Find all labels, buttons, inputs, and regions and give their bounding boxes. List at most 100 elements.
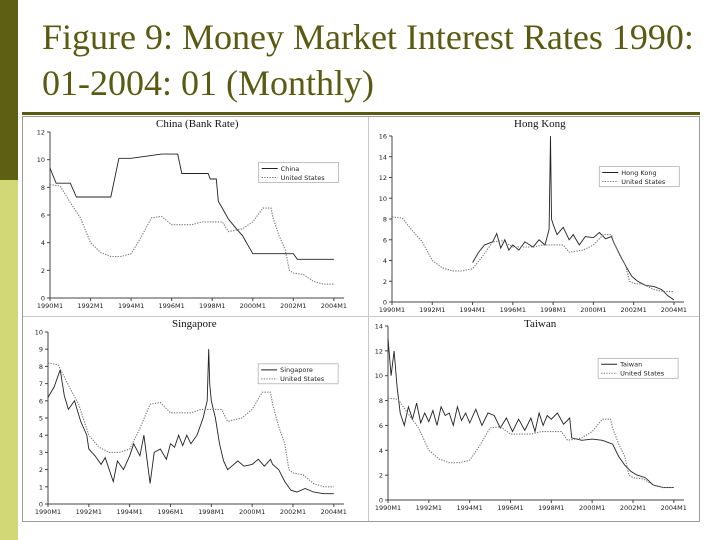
y-tick-label-china: 4 [41, 239, 45, 247]
x-tick-label-china: 1994M1 [118, 302, 144, 310]
legend-label-singapore: United States [280, 375, 325, 383]
y-tick-label-singapore: 5 [39, 415, 43, 423]
x-tick-label-hong-kong: 1998M1 [540, 306, 566, 314]
legend-label-hong-kong: United States [621, 178, 666, 186]
panel-divider-horizontal [22, 316, 700, 317]
x-tick-label-taiwan: 1990M1 [375, 504, 401, 512]
legend-box-singapore [257, 363, 339, 385]
series-line-hong-kong-local [472, 135, 675, 301]
series-line-singapore-local [47, 349, 334, 495]
x-tick-label-taiwan: 2000M1 [579, 504, 605, 512]
x-tick-label-singapore: 2000M1 [239, 508, 265, 516]
y-tick-label-hong-kong: 0 [383, 299, 387, 307]
legend-label-taiwan: United States [620, 370, 665, 378]
series-line-taiwan-united-states [387, 397, 674, 489]
x-tick-label-singapore: 2002M1 [280, 508, 306, 516]
series-line-hong-kong-united-states [391, 216, 674, 293]
y-tick-label-singapore: 7 [39, 380, 43, 388]
x-tick-label-hong-kong: 1992M1 [419, 306, 445, 314]
series-line-singapore-united-states [47, 362, 334, 488]
x-tick-label-singapore: 1994M1 [117, 508, 143, 516]
y-tick-label-taiwan: 2 [379, 472, 383, 480]
y-tick-label-china: 0 [41, 295, 45, 303]
legend-box-hong-kong [598, 166, 680, 187]
y-tick-label-taiwan: 12 [375, 347, 383, 355]
y-tick-label-singapore: 0 [39, 501, 43, 509]
y-tick-label-singapore: 9 [39, 346, 43, 354]
y-tick-label-china: 6 [41, 212, 45, 220]
x-tick-label-singapore: 1996M1 [157, 508, 183, 516]
x-tick-label-china: 1998M1 [199, 302, 225, 310]
x-tick-label-taiwan: 1996M1 [497, 504, 523, 512]
x-tick-label-hong-kong: 2004M1 [661, 306, 687, 314]
y-tick-label-china: 8 [41, 184, 45, 192]
y-tick-label-singapore: 10 [35, 329, 43, 337]
x-tick-label-china: 2004M1 [321, 302, 347, 310]
y-tick-label-china: 12 [37, 129, 45, 137]
series-line-taiwan-local [387, 338, 674, 489]
x-tick-label-china: 2002M1 [280, 302, 306, 310]
x-tick-label-singapore: 2004M1 [321, 508, 347, 516]
chart-title-singapore: Singapore [172, 318, 217, 330]
y-tick-label-hong-kong: 4 [383, 257, 387, 265]
y-tick-label-hong-kong: 6 [383, 236, 387, 244]
chart-title-china: China (Bank Rate) [156, 118, 239, 130]
series-line-china-united-states [49, 184, 334, 285]
x-tick-label-taiwan: 2002M1 [620, 504, 646, 512]
chart-svg-hong-kong: 0 2 4 6 8 10 12 14 16 1990M1 1992M1 1994M1 1996M1 199… [379, 133, 687, 315]
chart-svg-singapore: 0 1 2 3 4 5 6 7 8 9 10 1990M1 1992M1 1994M1 1996M1 1998… [35, 329, 347, 517]
x-tick-label-taiwan: 1992M1 [416, 504, 442, 512]
y-tick-label-china: 10 [37, 156, 45, 164]
x-tick-label-singapore: 1998M1 [198, 508, 224, 516]
panel-divider-vertical [368, 116, 369, 522]
y-tick-label-hong-kong: 12 [379, 174, 387, 182]
chart-svg-china: 0 2 4 6 8 10 12 1990M1 1992M1 1994M1 1996M1 1998M1 2… [37, 129, 347, 311]
x-tick-label-taiwan: 2004M1 [661, 504, 687, 512]
chart-panel-taiwan: Taiwan 0 2 4 6 8 10 12 14 1990M1 1992M1 1994M1 1996… [368, 316, 700, 522]
x-tick-label-china: 1992M1 [77, 302, 103, 310]
y-tick-label-taiwan: 4 [379, 447, 383, 455]
legend-box-china [258, 162, 339, 183]
chart-panel-singapore: Singapore 0 1 2 3 4 5 6 7 8 9 10 1990M1 1992M1 1994M1… [26, 316, 368, 522]
y-tick-label-china: 2 [41, 267, 45, 275]
y-tick-label-hong-kong: 14 [379, 153, 387, 161]
chart-title-hong-kong: Hong Kong [514, 118, 566, 130]
sidebar-accent-dark [0, 0, 18, 180]
slide-title: Figure 9: Money Market Interest Rates 19… [42, 17, 694, 103]
y-tick-label-hong-kong: 8 [383, 216, 387, 224]
chart-title-taiwan: Taiwan [524, 318, 557, 330]
y-tick-label-taiwan: 6 [379, 422, 383, 430]
series-line-china-local [49, 153, 334, 260]
y-tick-label-taiwan: 0 [379, 497, 383, 505]
x-tick-label-hong-kong: 1994M1 [459, 306, 485, 314]
chart-panel-china: China (Bank Rate) 0 2 4 6 8 10 12 1990M1 1992M1 1… [26, 116, 368, 316]
x-tick-label-taiwan: 1998M1 [538, 504, 564, 512]
y-tick-label-taiwan: 10 [375, 372, 383, 380]
y-tick-label-taiwan: 14 [375, 323, 383, 331]
legend-label-china: United States [281, 174, 326, 182]
x-tick-label-hong-kong: 2002M1 [621, 306, 647, 314]
y-tick-label-hong-kong: 16 [379, 133, 387, 141]
x-tick-label-hong-kong: 1996M1 [500, 306, 526, 314]
legend-box-taiwan [597, 357, 679, 379]
legend-label-taiwan: Taiwan [619, 361, 642, 369]
legend-label-singapore: Singapore [280, 366, 313, 374]
x-tick-label-hong-kong: 1990M1 [379, 306, 405, 314]
y-tick-label-hong-kong: 10 [379, 195, 387, 203]
x-tick-label-singapore: 1992M1 [76, 508, 102, 516]
y-tick-label-singapore: 3 [39, 449, 43, 457]
chart-svg-taiwan: 0 2 4 6 8 10 12 14 1990M1 1992M1 1994M1 1996M1 1998M… [375, 323, 687, 513]
legend-label-hong-kong: Hong Kong [621, 169, 656, 177]
y-tick-label-singapore: 8 [39, 363, 43, 371]
x-tick-label-china: 1996M1 [159, 302, 185, 310]
y-tick-label-singapore: 2 [39, 466, 43, 474]
y-tick-label-singapore: 6 [39, 397, 43, 405]
y-tick-label-singapore: 1 [39, 483, 43, 491]
title-rule [22, 112, 700, 115]
legend-label-china: China [281, 165, 300, 173]
y-tick-label-singapore: 4 [39, 432, 43, 440]
y-tick-label-taiwan: 8 [379, 397, 383, 405]
sidebar-accent-light [0, 180, 18, 540]
x-tick-label-singapore: 1990M1 [35, 508, 61, 516]
x-tick-label-china: 2000M1 [240, 302, 266, 310]
